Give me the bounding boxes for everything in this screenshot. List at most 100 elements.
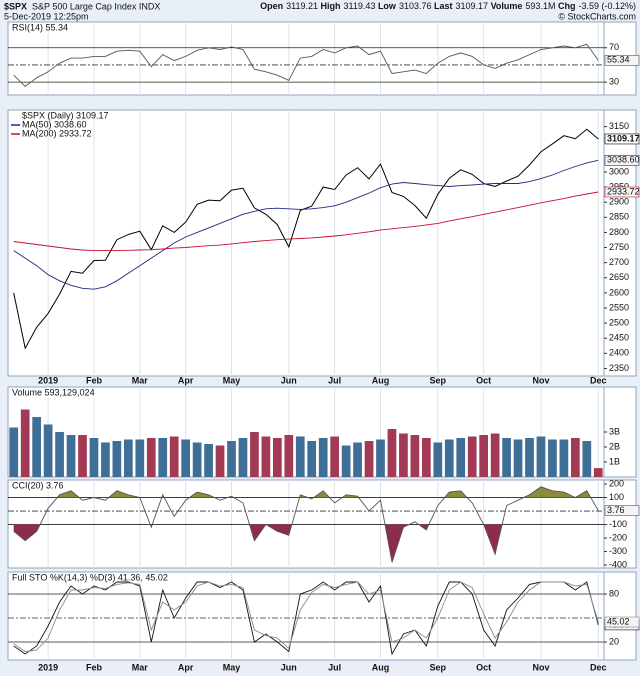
last-value-box	[604, 616, 640, 628]
x-tick-label: Mar	[132, 662, 149, 672]
y-tick-label: -400	[609, 559, 627, 569]
y-tick-label: 2450	[609, 333, 629, 343]
credit: © StockCharts.com	[558, 11, 636, 21]
volume-bar	[479, 435, 489, 477]
symbol-name: S&P 500 Large Cap Index INDX	[32, 1, 160, 11]
y-tick-label: 3150	[609, 121, 629, 131]
volume-bar	[43, 424, 53, 477]
volume-bar	[78, 435, 87, 477]
volume-bar	[490, 433, 500, 477]
y-tick-label: 2350	[609, 363, 629, 373]
symbol: $SPX	[4, 1, 27, 11]
panel	[7, 109, 605, 377]
x-tick-label: Oct	[476, 375, 491, 385]
volume-bar	[376, 439, 385, 477]
y-tick-label: 100	[609, 492, 624, 502]
quote-label: Open	[260, 1, 283, 11]
date: 5-Dec-2019 12:25pm	[4, 11, 89, 21]
y-tick-label: 2900	[609, 197, 629, 207]
x-tick-label: Nov	[532, 375, 549, 385]
x-tick-label: Jun	[281, 375, 297, 385]
volume-bar	[204, 444, 213, 477]
volume-bar	[456, 438, 466, 477]
y-tick-label: 2800	[609, 227, 629, 237]
last-value-box	[604, 505, 640, 516]
volume-bar	[330, 436, 340, 477]
axis-strip	[603, 571, 637, 661]
panel-title: Volume 593,129,024	[12, 387, 95, 397]
y-tick-label: 2B	[609, 441, 620, 451]
volume-bar	[215, 445, 225, 477]
axis-strip	[603, 479, 637, 569]
volume-bar	[318, 438, 328, 477]
series-line	[13, 191, 599, 252]
y-tick-label: 2550	[609, 302, 629, 312]
volume-bar	[169, 436, 179, 477]
volume-bar	[399, 433, 408, 477]
volume-bar	[570, 438, 580, 477]
y-tick-label: 2400	[609, 348, 629, 358]
series-legend: $SPX (Daily) 3109.17	[22, 110, 109, 120]
y-tick-label: 70	[609, 42, 619, 52]
last-value-label: 2933.72	[607, 186, 640, 196]
last-value-box	[604, 154, 640, 166]
x-tick-label: Dec	[590, 375, 607, 385]
volume-bar	[513, 439, 523, 477]
volume-bar	[192, 442, 202, 477]
quote-value: -3.59 (-0.12%)	[578, 1, 636, 11]
axis-strip	[603, 109, 637, 377]
volume-bar	[284, 435, 294, 477]
x-tick-label: Sep	[430, 662, 447, 672]
panel-title: Full STO %K(14,3) %D(3) 41.36, 45.02	[12, 572, 168, 582]
volume-bar	[32, 417, 42, 477]
volume-bar	[89, 438, 99, 477]
y-tick-label: -100	[609, 519, 627, 529]
volume-bar	[593, 468, 603, 477]
x-tick-label: Feb	[86, 662, 103, 672]
x-tick-label: 2019	[38, 375, 58, 385]
volume-bar	[421, 438, 431, 477]
y-tick-label: 2950	[609, 181, 629, 191]
volume-bar	[525, 438, 534, 477]
panel	[7, 21, 605, 96]
series-line	[13, 581, 599, 653]
x-tick-label: Feb	[86, 375, 103, 385]
panel-title: RSI(14) 55.34	[12, 22, 68, 32]
y-tick-label: 2650	[609, 272, 629, 282]
y-tick-label: -300	[609, 546, 627, 556]
y-tick-label: -200	[609, 532, 627, 542]
series-line	[13, 159, 599, 290]
last-value-label: 3.76	[607, 505, 625, 515]
y-tick-label: 2700	[609, 257, 629, 267]
x-tick-label: 2019	[38, 662, 58, 672]
panel	[7, 479, 605, 569]
x-tick-label: Dec	[590, 662, 607, 672]
last-value-box	[604, 55, 640, 66]
volume-bar	[227, 441, 236, 477]
series-line	[13, 43, 599, 87]
legend-box	[9, 23, 82, 33]
volume-bar	[66, 435, 76, 477]
x-tick-label: May	[223, 662, 241, 672]
volume-bar	[146, 438, 156, 477]
x-tick-label: Nov	[532, 662, 549, 672]
x-tick-label: Aug	[372, 375, 390, 385]
volume-bar	[536, 436, 546, 477]
series-line	[13, 486, 599, 563]
volume-bar	[467, 436, 477, 477]
volume-bar	[502, 438, 511, 477]
quote-value: 3109.17	[456, 1, 489, 11]
quote-value: 3119.21	[286, 1, 318, 11]
legend-box	[9, 388, 107, 398]
volume-bar	[353, 442, 362, 477]
volume-bar	[20, 409, 30, 477]
volume-bar	[158, 438, 168, 477]
volume-bar	[548, 439, 557, 477]
x-tick-label: Jun	[281, 662, 297, 672]
last-value-label: 3038.60	[607, 155, 640, 165]
y-tick-label: 20	[609, 636, 619, 646]
y-tick-label: 1B	[609, 456, 620, 466]
volume-bar	[295, 436, 305, 477]
axis-strip	[603, 386, 637, 478]
volume-bar	[181, 439, 191, 477]
